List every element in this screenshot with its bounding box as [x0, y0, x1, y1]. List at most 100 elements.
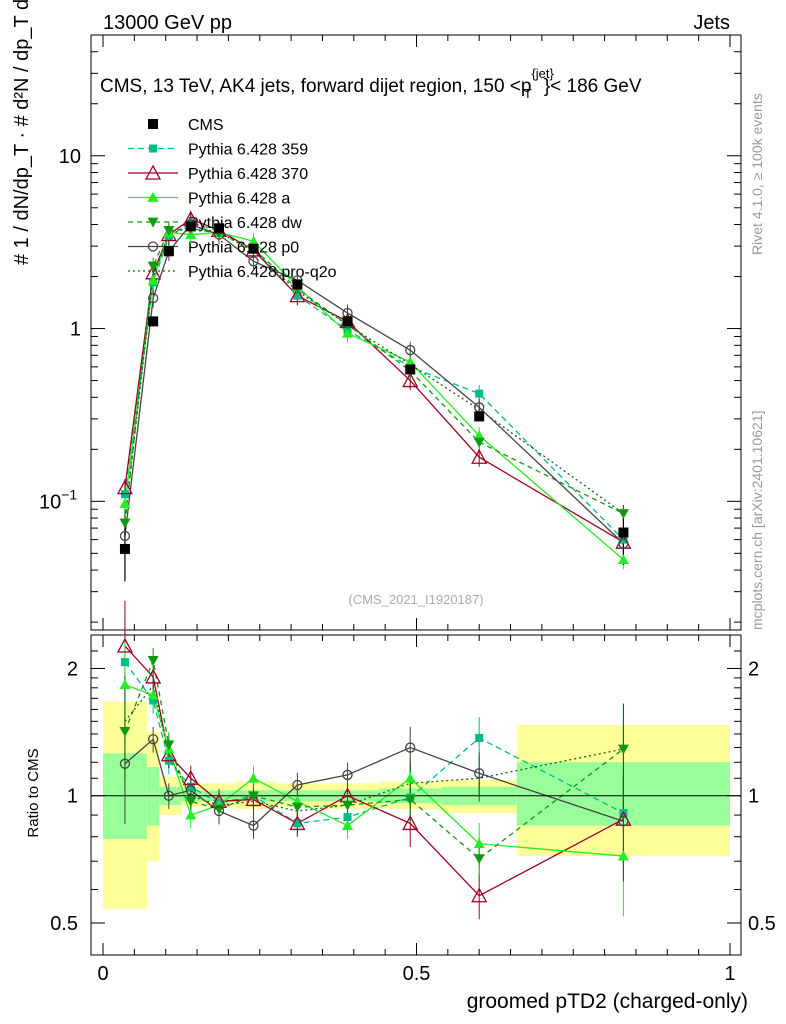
- ratio-point-series-4: [148, 734, 159, 745]
- x-tick-label: 0.5: [403, 963, 431, 985]
- band-green-1: [146, 766, 160, 826]
- main-point-series-3: [473, 437, 485, 448]
- ratio-point-series-2: [404, 772, 416, 783]
- main-point-series-2: [404, 356, 416, 367]
- main-point-cms: [618, 527, 629, 538]
- ratio-point-series-1: [402, 815, 419, 831]
- main-point-series-3: [147, 261, 159, 272]
- ratio-point-series-0: [149, 696, 158, 705]
- legend-label-1: Pythia 6.428 370: [188, 166, 308, 183]
- header-left: 13000 GeV pp: [103, 12, 232, 34]
- ratio-point-series-3: [163, 740, 175, 751]
- main-point-series-4: [618, 538, 629, 549]
- ratio-point-series-4: [618, 816, 629, 827]
- main-point-cms: [292, 279, 303, 290]
- chart-title-sub: T: [524, 86, 532, 101]
- rivet-label: Rivet 4.1.0, ≥ 100k events: [749, 93, 765, 255]
- main-line-series-0: [124, 221, 624, 541]
- y-tick-label-main: 10−1: [39, 486, 77, 513]
- main-point-series-2: [617, 554, 629, 564]
- legend-marker-0: [149, 144, 157, 153]
- chart-title-end: }< 186 GeV: [544, 76, 642, 97]
- main-point-series-4: [248, 256, 259, 267]
- main-point-cms: [248, 243, 259, 254]
- y-tick-label-ratio: 1: [67, 786, 78, 808]
- legend-label-2: Pythia 6.428 a: [188, 191, 290, 208]
- main-point-series-1: [289, 287, 306, 303]
- ratio-point-series-4: [474, 768, 485, 779]
- main-point-series-0: [293, 291, 302, 300]
- ratio-point-series-3: [342, 800, 354, 811]
- main-point-series-4: [119, 530, 131, 542]
- legend-label-5: Pythia 6.428 pro-q2o: [188, 264, 337, 281]
- y-axis-label-text: # 1 / dN/dp_T · # d²N / dp_T dλ: [11, 0, 33, 265]
- main-point-series-1: [402, 372, 419, 388]
- legend-marker-4: [147, 241, 159, 252]
- main-point-cms: [213, 223, 224, 234]
- main-point-series-2: [247, 235, 259, 246]
- header-right: Jets: [693, 12, 730, 34]
- main-point-series-2: [473, 430, 485, 441]
- main-point-series-2: [185, 229, 197, 239]
- ratio-point-series-2: [342, 820, 354, 830]
- y-axis-label-ratio: Ratio to CMS: [25, 748, 42, 837]
- ratio-point-series-1: [116, 637, 134, 653]
- ratio-point-series-1: [289, 815, 306, 831]
- main-point-series-3: [617, 509, 629, 520]
- chart-title: CMS, 13 TeV, AK4 jets, forward dijet reg…: [100, 66, 642, 101]
- main-line-series-2: [124, 231, 624, 561]
- ratio-point-series-3: [617, 744, 629, 755]
- y-axis-label-main: # 1 / dN/dp_T · # d²N / dp_T dλ: [11, 0, 33, 265]
- y-tick-label-main: 10: [59, 146, 81, 168]
- main-point-series-1: [116, 479, 134, 495]
- y-tick-label-ratio-right: 2: [748, 658, 759, 680]
- ratio-point-series-2: [185, 809, 197, 820]
- ratio-point-series-1: [145, 668, 162, 684]
- main-point-series-2: [147, 274, 159, 285]
- main-point-cms: [163, 246, 174, 257]
- y-tick-label-main: 1: [70, 319, 81, 341]
- ratio-point-series-0: [475, 733, 484, 742]
- ratio-point-series-0: [120, 658, 129, 667]
- legend-label-cms: CMS: [188, 117, 224, 134]
- legend-marker-1: [144, 164, 162, 180]
- main-point-cms: [342, 316, 353, 327]
- ratio-point-series-0: [343, 813, 352, 822]
- ratio-point-series-2: [119, 679, 131, 690]
- ratio-point-series-1: [471, 887, 488, 903]
- main-point-series-4: [405, 344, 416, 356]
- main-point-series-1: [471, 448, 488, 464]
- tick-labels: 0 0.5 1 10 1 10−1 2 2 1 1 0.5 0.5: [39, 146, 776, 985]
- y-tick-label-ratio: 0.5: [50, 913, 78, 935]
- main-point-series-0: [475, 389, 484, 398]
- main-point-cms: [474, 411, 485, 422]
- ratio-point-series-4: [163, 790, 174, 801]
- main-point-cms: [405, 364, 416, 375]
- ratio-point-series-3: [291, 802, 303, 813]
- ratio-point-series-2: [473, 838, 485, 849]
- legend-marker-cms: [148, 119, 158, 129]
- chart-title-sup: {jet}: [531, 66, 554, 81]
- ratio-point-series-4: [248, 820, 259, 831]
- legend-label-0: Pythia 6.428 359: [188, 142, 308, 159]
- axis-ticks: [91, 34, 741, 955]
- ratio-point-series-0: [293, 819, 302, 828]
- ratio-point-series-4: [292, 779, 303, 791]
- chart-title-text: CMS, 13 TeV, AK4 jets, forward dijet reg…: [100, 76, 531, 97]
- ratio-uncertainty-bands: [103, 701, 730, 909]
- ratio-point-series-1: [160, 746, 177, 762]
- ratio-point-series-1: [182, 769, 199, 785]
- y-tick-label-ratio: 2: [67, 658, 78, 680]
- ratio-point-series-3: [247, 791, 259, 802]
- x-axis-label: groomed pTD2 (charged-only): [467, 990, 748, 1013]
- legend-marker-3: [147, 217, 159, 228]
- main-point-series-4: [148, 292, 159, 304]
- x-tick-label: 0: [97, 963, 108, 985]
- main-point-series-2: [342, 327, 354, 338]
- legend-marker-2: [147, 192, 159, 202]
- ratio-point-series-3: [473, 854, 485, 865]
- main-point-series-2: [119, 498, 131, 509]
- legend-label-3: Pythia 6.428 dw: [188, 215, 302, 232]
- main-point-cms: [185, 221, 196, 232]
